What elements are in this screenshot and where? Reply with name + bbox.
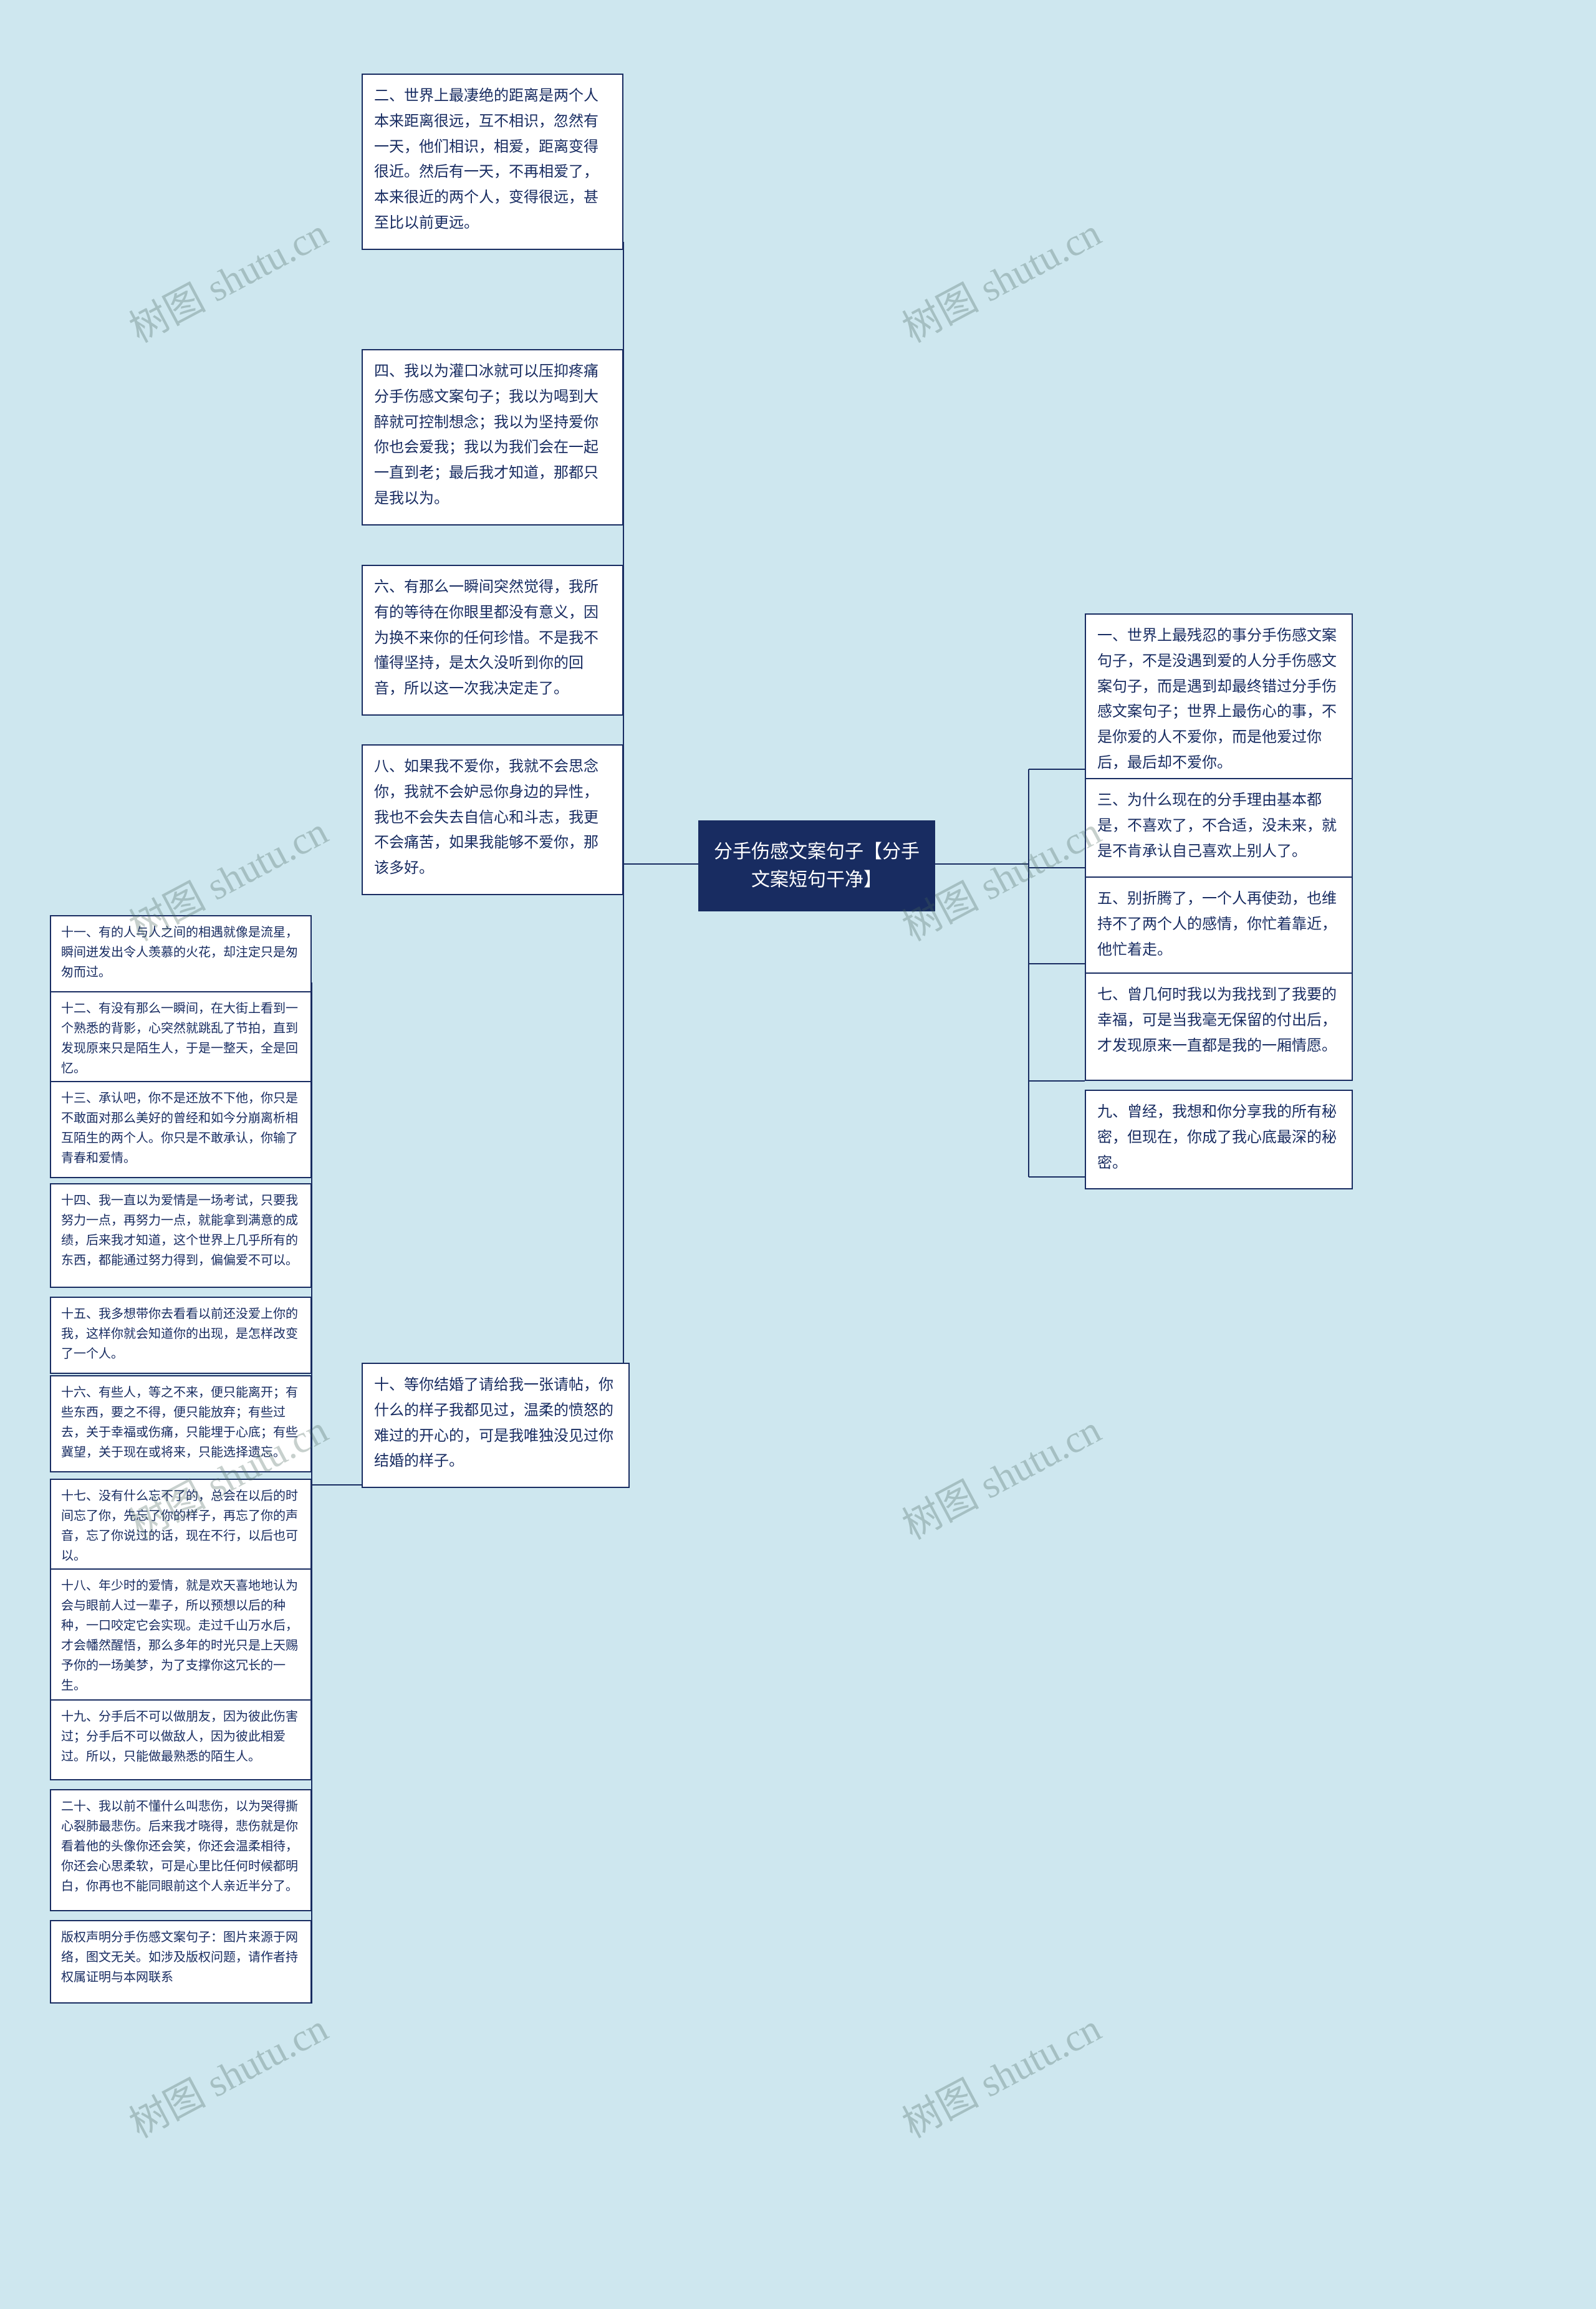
mind-map-root: 分手伤感文案句子【分手 文案短句干净】	[698, 820, 935, 911]
mind-map-node: 十三、承认吧，你不是还放不下他，你只是不敢面对那么美好的曾经和如今分崩离析相互陌…	[50, 1081, 312, 1178]
mind-map-node: 十五、我多想带你去看看以前还没爱上你的我，这样你就会知道你的出现，是怎样改变了一…	[50, 1297, 312, 1374]
mind-map-node: 十四、我一直以为爱情是一场考试，只要我努力一点，再努力一点，就能拿到满意的成绩，…	[50, 1183, 312, 1288]
mind-map-node: 二十、我以前不懂什么叫悲伤，以为哭得撕心裂肺最悲伤。后来我才晓得，悲伤就是你看着…	[50, 1789, 312, 1911]
mind-map-node: 九、曾经，我想和你分享我的所有秘密，但现在，你成了我心底最深的秘密。	[1085, 1090, 1353, 1189]
mind-map-node: 二、世界上最凄绝的距离是两个人本来距离很远，互不相识，忽然有一天，他们相识，相爱…	[362, 74, 623, 250]
mind-map-node: 十九、分手后不可以做朋友，因为彼此伤害过；分手后不可以做敌人，因为彼此相爱过。所…	[50, 1699, 312, 1780]
mind-map-node: 八、如果我不爱你，我就不会思念你，我就不会妒忌你身边的异性，我也不会失去自信心和…	[362, 744, 623, 895]
watermark: 树图 shutu.cn	[118, 1997, 335, 2149]
mind-map-node: 五、别折腾了，一个人再使劲，也维持不了两个人的感情，你忙着靠近，他忙着走。	[1085, 876, 1353, 976]
mind-map-node: 版权声明分手伤感文案句子：图片来源于网络，图文无关。如涉及版权问题，请作者持权属…	[50, 1920, 312, 2004]
watermark: 树图 shutu.cn	[891, 1399, 1108, 1550]
watermark: 树图 shutu.cn	[891, 202, 1108, 353]
mind-map-node: 十一、有的人与人之间的相遇就像是流星，瞬间迸发出令人羡慕的火花，却注定只是匆匆而…	[50, 915, 312, 992]
mind-map-node: 一、世界上最残忍的事分手伤感文案句子，不是没遇到爱的人分手伤感文案句子，而是遇到…	[1085, 613, 1353, 790]
mind-map-node: 十二、有没有那么一瞬间，在大街上看到一个熟悉的背影，心突然就跳乱了节拍，直到发现…	[50, 991, 312, 1088]
mind-map-node: 十七、没有什么忘不了的，总会在以后的时间忘了你，先忘了你的样子，再忘了你的声音，…	[50, 1479, 312, 1576]
mind-map-node: 三、为什么现在的分手理由基本都是，不喜欢了，不合适，没未来，就是不肯承认自己喜欢…	[1085, 778, 1353, 878]
mind-map-node: 十八、年少时的爱情，就是欢天喜地地认为会与眼前人过一辈子，所以预想以后的种种，一…	[50, 1568, 312, 1706]
mind-map-node: 七、曾几何时我以为我找到了我要的幸福，可是当我毫无保留的付出后，才发现原来一直都…	[1085, 972, 1353, 1081]
mind-map-node: 六、有那么一瞬间突然觉得，我所有的等待在你眼里都没有意义，因为换不来你的任何珍惜…	[362, 565, 623, 716]
mind-map-node: 十、等你结婚了请给我一张请帖，你什么的样子我都见过，温柔的愤怒的难过的开心的，可…	[362, 1363, 630, 1488]
watermark: 树图 shutu.cn	[891, 1997, 1108, 2149]
mind-map-node: 四、我以为灌口冰就可以压抑疼痛分手伤感文案句子；我以为喝到大醉就可控制想念；我以…	[362, 349, 623, 526]
watermark: 树图 shutu.cn	[118, 202, 335, 353]
mind-map-node: 十六、有些人，等之不来，便只能离开；有些东西，要之不得，便只能放弃；有些过去，关…	[50, 1375, 312, 1472]
